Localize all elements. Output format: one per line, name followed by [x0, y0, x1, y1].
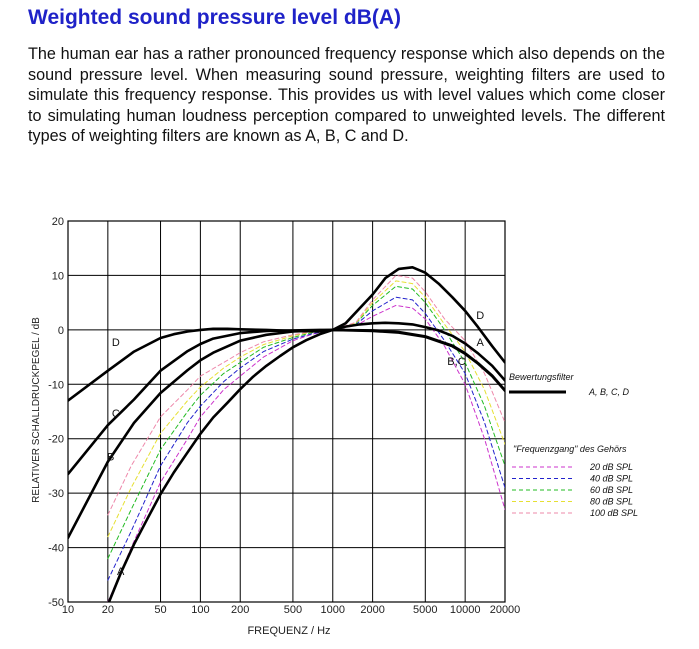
- curve-label: A: [477, 337, 485, 349]
- x-tick-label: 500: [284, 604, 302, 616]
- hearing-legend: "Frequenzgang" des Gehörs 20 dB SPL 40 dB…: [512, 444, 638, 518]
- y-tick-label: -30: [48, 488, 64, 500]
- x-tick-label: 20000: [490, 604, 521, 616]
- x-tick-label: 200: [231, 604, 249, 616]
- series-line-20-db-spl: [107, 304, 505, 602]
- series-line-b: [68, 328, 505, 540]
- series-line-d: [68, 266, 505, 402]
- y-tick-label: 10: [52, 270, 64, 282]
- curve-label: D: [476, 310, 484, 322]
- chart-grid: [67, 220, 506, 603]
- hearing-legend-label: 20 dB SPL: [589, 462, 633, 472]
- y-tick-label: -10: [48, 379, 64, 391]
- y-tick-label: 0: [58, 325, 64, 337]
- y-tick-label: -50: [48, 597, 64, 609]
- page-title: Weighted sound pressure level dB(A): [28, 6, 402, 29]
- x-tick-label: 1000: [321, 604, 345, 616]
- filter-legend-title: Bewertungsfilter: [509, 372, 575, 382]
- filter-legend: Bewertungsfilter A, B, C, D: [509, 372, 630, 397]
- hearing-legend-label: 60 dB SPL: [590, 485, 633, 495]
- hearing-legend-label: 40 dB SPL: [590, 474, 633, 484]
- series-line-a: [107, 321, 505, 602]
- x-tick-label: 10: [62, 604, 74, 616]
- y-tick-label: -40: [48, 543, 64, 555]
- y-tick-label: 20: [52, 216, 64, 228]
- curve-label: B: [107, 451, 114, 463]
- hearing-legend-label: 80 dB SPL: [590, 497, 633, 507]
- y-axis-label: RELATIVER SCHALLDRUCKPEGEL / dB: [31, 317, 42, 503]
- axis-ticks: 10 20 50 100 200 500 1000 2000 5000 10000 20000201…: [48, 216, 520, 616]
- x-tick-label: 100: [191, 604, 209, 616]
- plot-frame: [67, 220, 506, 603]
- series-line-80-db-spl: [107, 280, 505, 538]
- series-line-60-db-spl: [107, 285, 505, 559]
- curve-label: C: [112, 408, 120, 420]
- x-tick-label: 20: [102, 604, 114, 616]
- y-tick-label: -20: [48, 434, 64, 446]
- curve-label: B,C: [447, 356, 465, 368]
- curve-label: D: [112, 337, 120, 349]
- filter-legend-label: A, B, C, D: [588, 387, 630, 397]
- series-line-100-db-spl: [107, 274, 505, 516]
- curve-label: A: [117, 566, 125, 578]
- hearing-legend-title: "Frequenzgang" des Gehörs: [513, 444, 627, 454]
- curve-annotations: A B C D B,C A D: [107, 310, 485, 578]
- hearing-legend-label: 100 dB SPL: [590, 508, 638, 518]
- series-lines: [68, 266, 505, 602]
- intro-paragraph: The human ear has a rather pronounced fr…: [28, 45, 665, 146]
- x-axis-label: FREQUENZ / Hz: [247, 625, 330, 637]
- x-tick-label: 50: [154, 604, 166, 616]
- x-tick-label: 10000: [450, 604, 481, 616]
- x-tick-label: 5000: [413, 604, 437, 616]
- x-tick-label: 2000: [360, 604, 384, 616]
